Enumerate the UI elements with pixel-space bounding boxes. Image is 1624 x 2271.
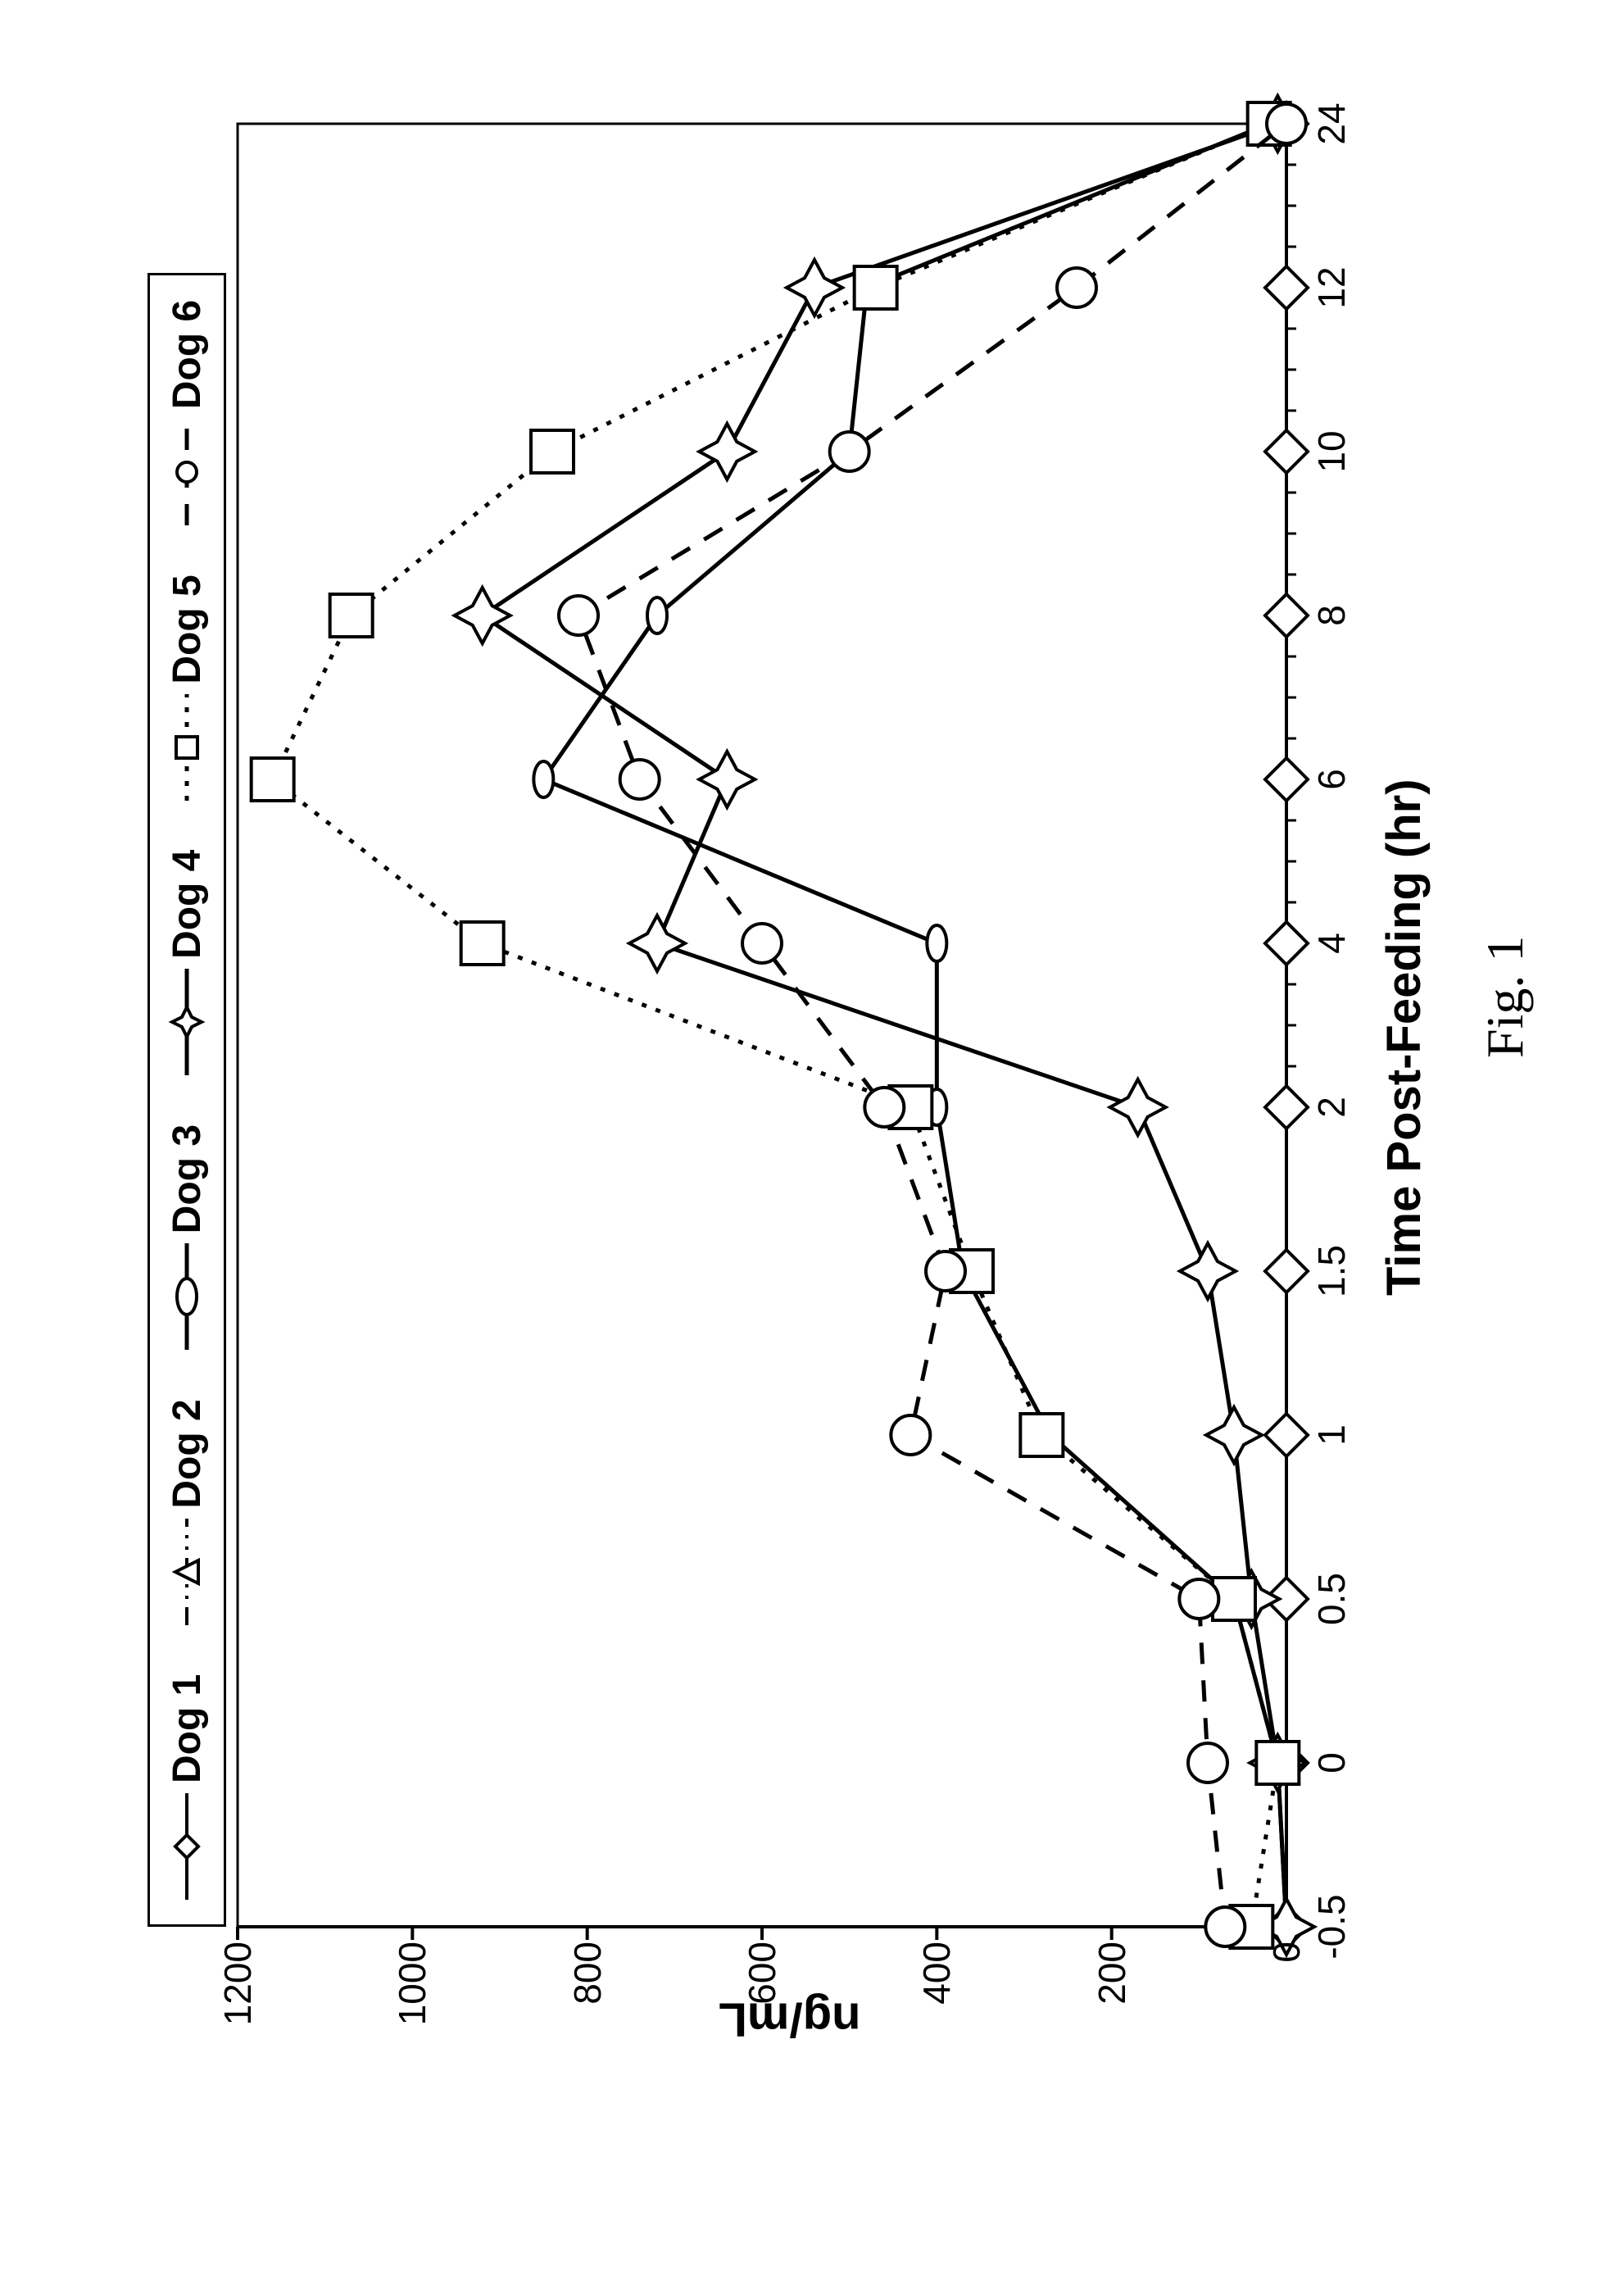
legend-item: Dog 2: [165, 1399, 210, 1624]
chart-legend: Dog 1 Dog 2 Dog 3 Dog 4 Dog 5 Dog 6: [147, 273, 226, 1927]
x-tick-label: 2: [1286, 1097, 1354, 1118]
x-tick-label: -0.5: [1286, 1894, 1354, 1959]
legend-label: Dog 2: [165, 1399, 210, 1508]
x-tick-label: 4: [1286, 933, 1354, 954]
y-tick-label: 800: [565, 1927, 610, 2005]
y-tick-label: 1000: [390, 1927, 434, 2025]
legend-swatch: [166, 419, 207, 525]
legend-swatch: [166, 1793, 207, 1900]
rotated-chart-container: Dog 1Dog 2Dog 3Dog 4Dog 5Dog 6 020040060…: [0, 0, 1624, 2271]
legend-label: Dog 3: [165, 1124, 210, 1233]
legend-swatch: [166, 1243, 207, 1350]
legend-swatch: [166, 969, 207, 1075]
y-axis-label: ng/mL: [719, 1992, 861, 2047]
legend-item: Dog 6: [165, 300, 210, 525]
chart-svg: [238, 124, 1286, 1927]
legend-swatch: [166, 1519, 207, 1625]
x-tick-label: 1: [1286, 1424, 1354, 1446]
legend-label: Dog 5: [165, 575, 210, 684]
legend-swatch: [166, 694, 207, 801]
legend-label: Dog 6: [165, 300, 210, 409]
x-tick-label: 24: [1286, 102, 1354, 144]
x-tick-label: 10: [1286, 430, 1354, 472]
x-tick-label: 1.5: [1286, 1245, 1354, 1297]
legend-item: Dog 1: [165, 1674, 210, 1900]
x-tick-label: 0.5: [1286, 1573, 1354, 1625]
x-tick-label: 8: [1286, 605, 1354, 626]
y-tick-label: 200: [1090, 1927, 1134, 2005]
x-axis-label: Time Post-Feeding (hr): [1377, 779, 1431, 1296]
y-tick-label: 1200: [215, 1927, 260, 2025]
x-tick-label: 0: [1286, 1752, 1354, 1774]
y-tick-label: 400: [914, 1927, 959, 2005]
x-tick-label: 6: [1286, 769, 1354, 790]
chart-plot-area: 020040060080010001200 -0.500.511.5246810…: [238, 124, 1286, 1927]
page: Dog 1Dog 2Dog 3Dog 4Dog 5Dog 6 020040060…: [0, 0, 1624, 2271]
legend-label: Dog 4: [165, 850, 210, 959]
figure-caption: Fig. 1: [1475, 936, 1536, 1058]
legend-item: Dog 5: [165, 575, 210, 800]
x-tick-label: 12: [1286, 266, 1354, 308]
legend-item: Dog 3: [165, 1124, 210, 1350]
legend-label: Dog 1: [165, 1674, 210, 1783]
legend-item: Dog 4: [165, 850, 210, 1075]
